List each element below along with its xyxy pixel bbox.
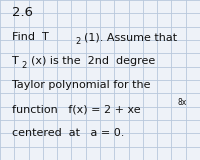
Text: 2: 2: [75, 37, 80, 46]
Text: (x) is the  2nd  degree: (x) is the 2nd degree: [31, 56, 155, 66]
Text: (1). Assume that: (1). Assume that: [84, 32, 177, 42]
Text: centered  at   a = 0.: centered at a = 0.: [12, 128, 124, 138]
Text: function   f(x) = 2 + xe: function f(x) = 2 + xe: [12, 104, 141, 114]
Text: 8x: 8x: [177, 98, 186, 107]
Text: 2: 2: [22, 61, 27, 70]
Text: 2.6: 2.6: [12, 6, 33, 19]
Text: Find  T: Find T: [12, 32, 49, 42]
Text: Taylor polynomial for the: Taylor polynomial for the: [12, 80, 151, 90]
Text: T: T: [12, 56, 19, 66]
